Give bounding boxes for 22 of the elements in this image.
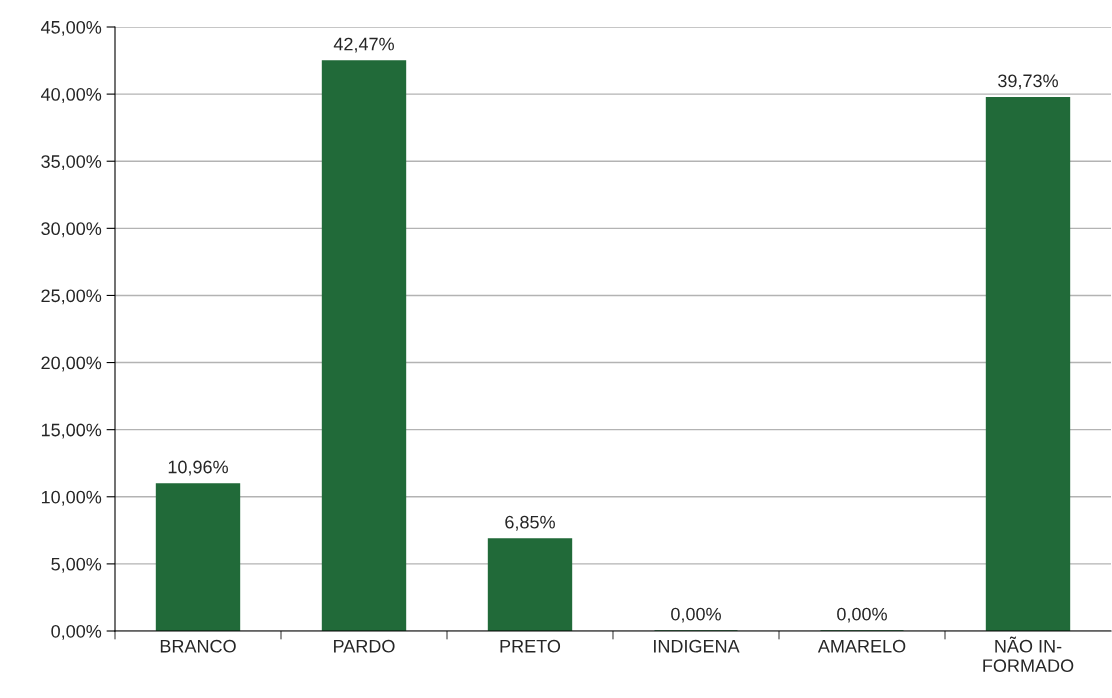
data-label: 10,96% xyxy=(168,460,228,476)
data-label: 6,85% xyxy=(505,515,555,531)
x-tick-label: INDIGENA xyxy=(654,639,740,653)
x-tick-label: BRANCO xyxy=(160,639,236,653)
y-tick-label: 15,00% xyxy=(41,423,102,439)
y-tick-label: 25,00% xyxy=(41,289,102,305)
x-tick-label: NÃO IN- FORMADO xyxy=(983,636,1074,673)
data-label: 39,73% xyxy=(998,74,1058,90)
y-tick-label: 10,00% xyxy=(41,490,102,506)
data-label: 0,00% xyxy=(671,607,721,623)
y-tick-label: 40,00% xyxy=(40,88,102,103)
y-tick-label: 35,00% xyxy=(41,155,102,171)
data-label: 42,47% xyxy=(333,37,394,53)
data-label: 0,00% xyxy=(837,607,887,623)
y-tick-label: 0,00% xyxy=(51,624,102,640)
y-tick-label: 5,00% xyxy=(51,557,102,573)
x-tick-label: PARDO xyxy=(334,639,395,653)
y-tick-label: 20,00% xyxy=(41,356,102,372)
y-tick-label: 30,00% xyxy=(41,222,102,238)
x-tick-label: PRETO xyxy=(500,639,561,653)
x-tick-label: AMARELO xyxy=(817,639,906,653)
y-tick-label: 45,00% xyxy=(40,20,102,36)
